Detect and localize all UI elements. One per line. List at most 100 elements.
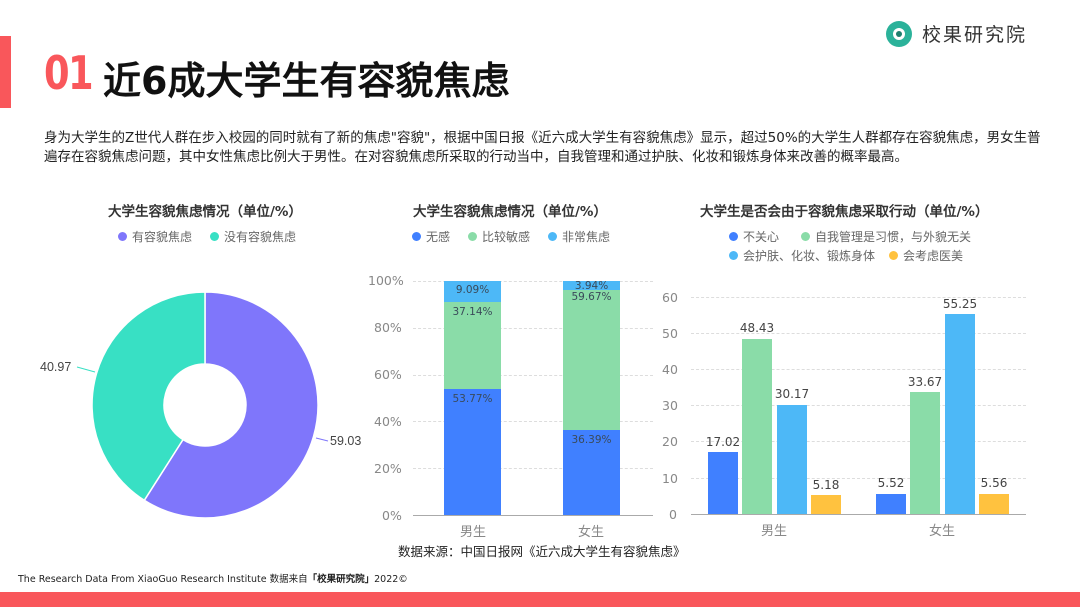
- y-tick: 60: [662, 290, 678, 305]
- footer-year: 2022©: [374, 574, 408, 585]
- chart3-title-wrap: 大学生是否会由于容貌焦虑采取行动（单位/%）: [700, 200, 988, 220]
- bar-male-self-management[interactable]: [742, 339, 772, 514]
- data-source: 数据来源：中国日报网《近六成大学生有容貌焦虑》: [398, 544, 686, 559]
- x-axis: [413, 515, 653, 516]
- chart3-legend-row1: 不关心 自我管理是习惯，与外貌无关: [729, 228, 971, 245]
- label-not-anxious: 40.97: [40, 360, 72, 374]
- legend-dot-icon: [412, 232, 421, 241]
- legend-item[interactable]: 不关心: [729, 228, 779, 245]
- legend-dot-icon: [801, 232, 811, 241]
- bar-value: 17.02: [705, 435, 741, 449]
- bar-male-indifferent[interactable]: [708, 452, 738, 514]
- legend-item[interactable]: 非常焦虑: [548, 228, 610, 245]
- gridline: [691, 478, 1026, 479]
- y-tick: 20%: [374, 461, 402, 476]
- legend-dot-icon: [468, 232, 478, 241]
- legend-item[interactable]: 比较敏感: [468, 228, 530, 245]
- x-category: 男生: [760, 524, 787, 539]
- legend-item[interactable]: 自我管理是习惯，与外貌无关: [801, 228, 971, 245]
- legend-dot-icon: [729, 251, 738, 260]
- legend-label: 比较敏感: [482, 230, 531, 244]
- legend-label: 有容貌焦虑: [132, 230, 193, 244]
- footer-text: The Research Data From XiaoGuo Research …: [18, 574, 308, 585]
- segment-label: 59.67%: [571, 291, 612, 303]
- footer-credit: The Research Data From XiaoGuo Research …: [18, 571, 408, 585]
- gridline: [691, 369, 1026, 370]
- bar-female-indifferent[interactable]: [876, 494, 906, 514]
- bar-male-cosmetic[interactable]: [811, 495, 841, 514]
- stacked-bar-female[interactable]: 3.94% 59.67% 36.39%: [563, 281, 620, 515]
- y-tick: 10: [662, 471, 678, 486]
- bar-female-cosmetic[interactable]: [979, 494, 1009, 514]
- x-axis: [691, 514, 1026, 515]
- legend-item[interactable]: 有容貌焦虑: [118, 228, 192, 245]
- brand-name: 校果研究院: [922, 24, 1028, 46]
- legend-dot-icon: [729, 232, 738, 241]
- legend-item[interactable]: 会考虑医美: [889, 247, 963, 264]
- section-number: 01: [44, 46, 94, 100]
- segment-label: 53.77%: [452, 393, 493, 405]
- segment-label: 37.14%: [452, 306, 493, 318]
- segment-very-anxious[interactable]: 3.94%: [563, 280, 620, 292]
- x-category: 女生: [577, 525, 604, 540]
- segment-very-anxious[interactable]: 9.09%: [444, 281, 501, 302]
- segment-indifferent[interactable]: 53.77%: [444, 389, 501, 515]
- segment-label: 9.09%: [455, 284, 490, 296]
- segment-sensitive[interactable]: 37.14%: [444, 302, 501, 389]
- bar-value: 33.67: [907, 375, 943, 389]
- chart1-title: 大学生容貌焦虑情况（单位/%）: [108, 204, 302, 220]
- gridline: [691, 441, 1026, 442]
- segment-label: 36.39%: [571, 434, 612, 446]
- legend-label: 会护肤、化妆、锻炼身体: [743, 249, 876, 263]
- slice-anxious[interactable]: [143, 291, 319, 519]
- bar-male-skincare[interactable]: [777, 405, 807, 514]
- segment-label: 3.94%: [574, 280, 609, 292]
- y-tick: 40%: [374, 414, 402, 429]
- y-tick: 30: [662, 398, 678, 413]
- chart1-legend: 有容貌焦虑 没有容貌焦虑: [118, 228, 296, 245]
- legend-dot-icon: [548, 232, 558, 241]
- legend-item[interactable]: 没有容貌焦虑: [210, 228, 296, 245]
- y-tick: 100%: [368, 273, 404, 288]
- legend-item[interactable]: 无感: [412, 228, 450, 245]
- x-category: 女生: [928, 524, 955, 539]
- segment-indifferent[interactable]: 36.39%: [563, 430, 620, 515]
- legend-label: 无感: [426, 230, 451, 244]
- y-tick: 0: [669, 507, 677, 522]
- stacked-bar-male[interactable]: 9.09% 37.14% 53.77%: [444, 281, 501, 515]
- x-category: 男生: [459, 525, 486, 540]
- bar-value: 5.52: [877, 476, 905, 490]
- gridline: [691, 405, 1026, 406]
- segment-sensitive[interactable]: 59.67%: [563, 290, 620, 430]
- legend-item[interactable]: 会护肤、化妆、锻炼身体: [729, 247, 875, 264]
- y-tick: 0%: [382, 508, 402, 523]
- gridline: [413, 375, 653, 376]
- gridline: [691, 297, 1026, 298]
- accent-bar: [0, 36, 11, 108]
- legend-dot-icon: [889, 251, 899, 260]
- slice-not-anxious[interactable]: [91, 291, 206, 502]
- legend-dot-icon: [210, 232, 220, 241]
- bar-value: 55.25: [942, 297, 978, 311]
- legend-label: 没有容貌焦虑: [224, 230, 297, 244]
- bar-female-self-management[interactable]: [910, 392, 940, 514]
- donut-chart: [76, 291, 329, 519]
- bar-value: 48.43: [739, 321, 775, 335]
- gridline: [691, 333, 1026, 334]
- bar-value: 5.18: [812, 478, 840, 492]
- y-tick: 80%: [374, 320, 402, 335]
- y-tick: 60%: [374, 367, 402, 382]
- chart3-title: 大学生是否会由于容貌焦虑采取行动（单位/%）: [700, 204, 989, 220]
- legend-label: 会考虑医美: [903, 249, 964, 263]
- page-title: 近6成大学生有容貌焦虑: [103, 59, 510, 103]
- legend-label: 非常焦虑: [562, 230, 611, 244]
- gridline: [413, 421, 653, 422]
- legend-dot-icon: [118, 232, 127, 241]
- chart3-legend-row2: 会护肤、化妆、锻炼身体 会考虑医美: [729, 247, 963, 264]
- footer-brand: 「校果研究院」: [307, 574, 375, 585]
- chart1-title-wrap: 大学生容貌焦虑情况（单位/%）: [108, 200, 302, 220]
- bar-female-skincare[interactable]: [945, 314, 975, 514]
- logo-icon: [886, 20, 912, 47]
- bar-value: 30.17: [774, 387, 810, 401]
- chart2-title-wrap: 大学生容貌焦虑情况（单位/%）: [413, 200, 607, 220]
